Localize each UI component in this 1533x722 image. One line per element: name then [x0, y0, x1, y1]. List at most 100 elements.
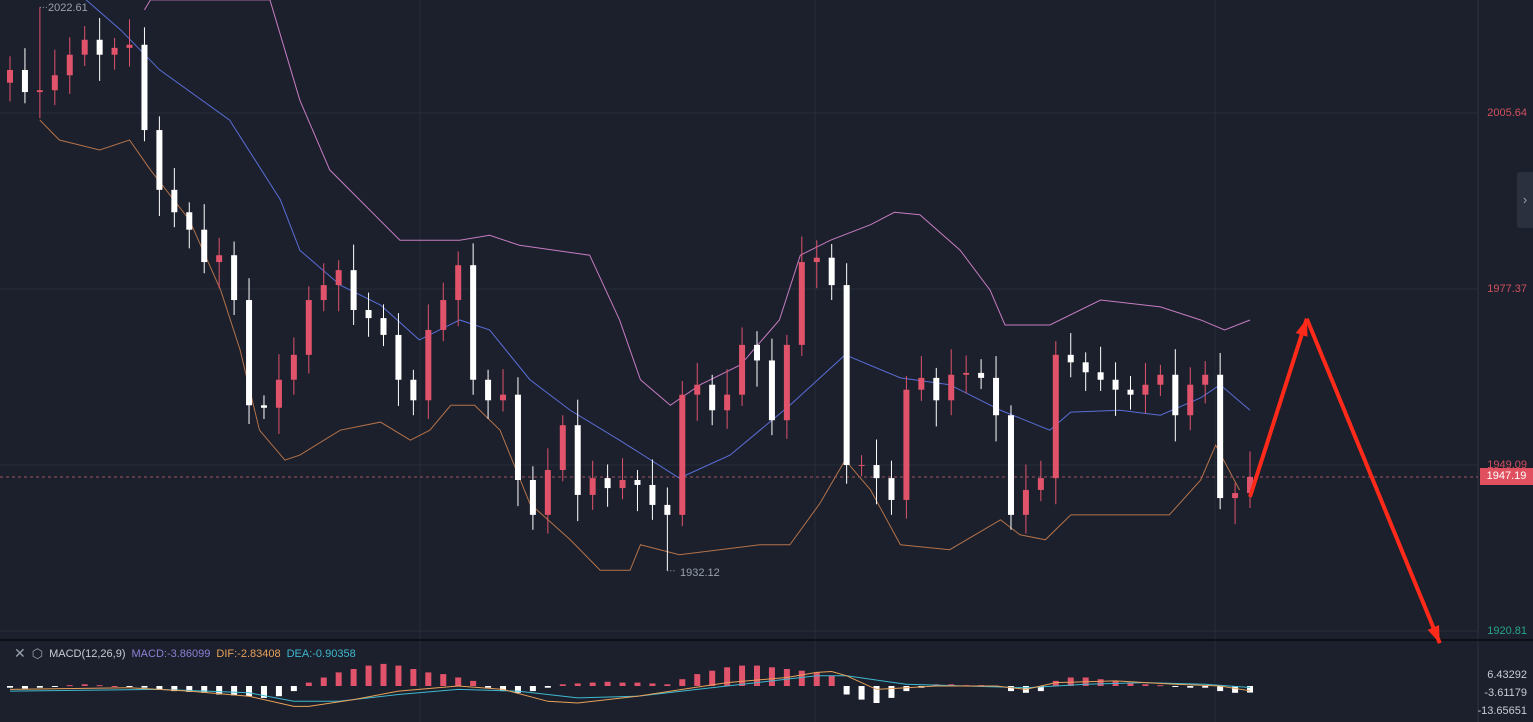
candle-down	[231, 255, 238, 301]
macd-histogram-bar	[51, 686, 58, 687]
macd-histogram-bar	[231, 686, 238, 696]
macd-histogram-bar	[275, 686, 282, 697]
candle-down	[1112, 379, 1119, 390]
macd-histogram-bar	[679, 679, 686, 686]
candle-up	[305, 300, 312, 355]
macd-histogram-bar	[246, 686, 253, 697]
candle-down	[574, 425, 581, 495]
macd-histogram-bar	[589, 682, 596, 686]
macd-histogram-bar	[739, 665, 746, 686]
macd-histogram-bar	[126, 686, 133, 687]
macd-histogram-bar	[186, 686, 193, 692]
macd-histogram-bar	[1247, 686, 1254, 693]
macd-histogram-bar	[500, 686, 507, 692]
macd-histogram-bar	[1187, 686, 1194, 688]
macd-tick-label: -3.61179	[1484, 687, 1527, 699]
candle-up	[724, 394, 731, 411]
macd-histogram-bar	[574, 683, 581, 686]
macd-header: ✕ ⬡ MACD(12,26,9) MACD:-3.86099 DIF:-2.8…	[14, 645, 356, 662]
candle-up	[335, 270, 342, 286]
candle-down	[21, 69, 28, 93]
macd-histogram-bar	[320, 677, 327, 686]
macd-histogram-bar	[425, 672, 432, 686]
macd-histogram-bar	[559, 684, 566, 686]
macd-histogram-bar	[66, 685, 73, 687]
macd-histogram-bar	[365, 665, 372, 686]
candle-up	[619, 479, 626, 489]
candle-up	[1232, 493, 1239, 499]
candle-down	[649, 484, 656, 505]
macd-tick-label: -13.65651	[1477, 705, 1527, 717]
candle-up	[500, 394, 507, 401]
macd-histogram-bar	[873, 686, 880, 703]
macd-histogram-bar	[888, 686, 895, 698]
macd-histogram-bar	[216, 686, 223, 695]
candle-down	[201, 229, 208, 263]
candle-down	[380, 318, 387, 335]
bollinger-middle-line	[85, 0, 1251, 479]
macd-histogram-bar	[694, 674, 701, 686]
macd-histogram-bar	[1007, 686, 1014, 692]
close-icon[interactable]: ✕	[14, 645, 26, 661]
candle-up	[51, 75, 58, 91]
macd-histogram-bar	[395, 665, 402, 686]
candle-down	[843, 285, 850, 466]
candle-down	[604, 478, 611, 489]
macd-title: MACD(12,26,9)	[49, 647, 126, 660]
macd-histogram-bar	[649, 683, 656, 686]
candle-down	[1217, 374, 1224, 499]
candle-down	[634, 479, 641, 485]
dif-value: DIF:-2.83408	[216, 647, 281, 660]
chevron-right-icon[interactable]: ›	[1517, 172, 1533, 228]
high-annotation: 2022.61	[48, 2, 88, 14]
macd-value: MACD:-3.86099	[131, 647, 211, 660]
candle-up	[81, 39, 88, 55]
candle-down	[978, 372, 985, 378]
y-tick-label: 2005.64	[1487, 107, 1527, 119]
candle-down	[514, 394, 521, 480]
candle-down	[470, 265, 477, 380]
macd-histogram-bar	[1217, 686, 1224, 692]
macd-histogram-bar	[81, 684, 88, 686]
macd-histogram-bar	[1052, 680, 1059, 686]
candle-up	[783, 344, 790, 421]
macd-histogram-bar	[470, 680, 477, 686]
macd-histogram-bar	[156, 686, 163, 690]
candle-down	[664, 504, 671, 515]
candle-down	[993, 377, 1000, 416]
arrowhead-icon	[1427, 625, 1440, 644]
macd-histogram-bar	[335, 672, 342, 686]
dea-line	[9, 675, 1251, 702]
candle-down	[410, 379, 417, 401]
macd-histogram-bar	[724, 667, 731, 686]
macd-histogram-bar	[634, 682, 641, 686]
macd-histogram-bar	[350, 669, 357, 686]
macd-histogram-bar	[171, 686, 178, 692]
candle-up	[739, 344, 746, 395]
candle-up	[1202, 374, 1209, 385]
last-price-tag: 1947.19	[1480, 468, 1533, 485]
projection-arrow	[1248, 318, 1309, 498]
candle-down	[1067, 354, 1074, 363]
candle-up	[798, 262, 805, 345]
candle-down	[395, 334, 402, 380]
macd-histogram-bar	[529, 686, 536, 692]
candle-down	[709, 384, 716, 411]
candle-up	[455, 265, 462, 301]
macd-histogram-bar	[260, 686, 267, 698]
candle-down	[754, 344, 760, 361]
macd-histogram-bar	[201, 686, 208, 693]
macd-histogram-bar	[1202, 686, 1209, 688]
macd-histogram-bar	[858, 686, 865, 700]
macd-histogram-bar	[903, 686, 910, 692]
candle-up	[320, 285, 327, 301]
macd-histogram-bar	[754, 665, 760, 686]
y-tick-label: 1920.81	[1487, 625, 1527, 637]
candle-up	[589, 478, 596, 495]
candle-down	[828, 257, 835, 286]
macd-histogram-bar	[440, 674, 447, 686]
candle-down	[141, 44, 148, 131]
macd-histogram-bar	[514, 686, 521, 693]
settings-icon[interactable]: ⬡	[31, 645, 44, 661]
